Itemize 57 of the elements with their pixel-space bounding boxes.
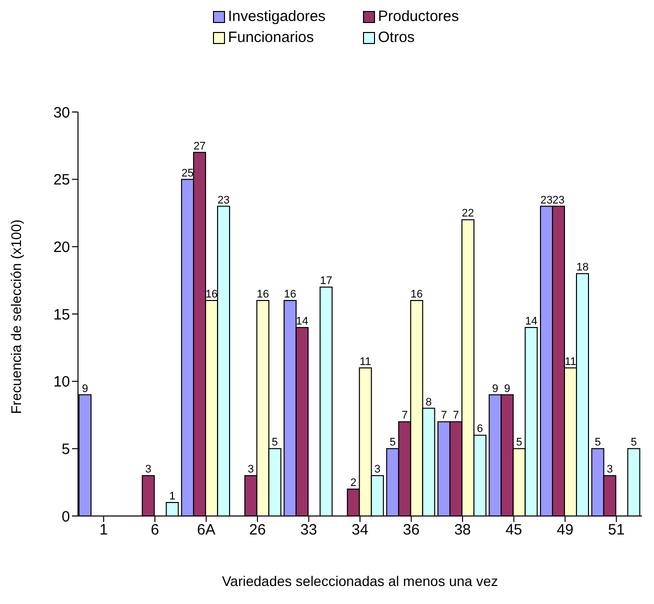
data-label: 23	[540, 194, 553, 206]
x-tick-label: 36	[402, 522, 420, 539]
data-label: 8	[426, 396, 432, 408]
data-label: 7	[440, 410, 447, 422]
data-label: 7	[452, 410, 459, 422]
legend-label: Funcionarios	[228, 29, 314, 46]
x-tick-label: 6A	[197, 522, 216, 539]
legend-label: Investigadores	[228, 8, 326, 25]
data-label: 22	[462, 208, 474, 220]
data-label: 11	[564, 356, 576, 368]
data-label: 9	[492, 382, 498, 395]
data-label: 9	[504, 382, 510, 395]
legend-label: Otros	[378, 29, 415, 46]
data-label: 1	[169, 490, 176, 503]
data-label: 16	[256, 288, 269, 301]
data-label: 9	[82, 382, 88, 395]
data-label: 7	[402, 410, 408, 422]
data-label: 5	[630, 436, 637, 449]
data-label: 16	[410, 288, 423, 301]
legend-label: Productores	[378, 8, 459, 25]
data-label: 6	[476, 423, 483, 436]
data-label: 5	[516, 436, 522, 449]
y-tick-label: 10	[53, 374, 70, 391]
data-label: 5	[272, 436, 278, 449]
data-label: 14	[296, 315, 308, 328]
x-tick-label: 26	[249, 522, 266, 539]
x-tick-label: 38	[454, 522, 471, 539]
data-label: 3	[374, 464, 380, 476]
data-label: 18	[576, 262, 589, 274]
data-label: 5	[594, 436, 601, 449]
data-label: 2	[350, 477, 356, 490]
x-tick-label: 1	[99, 522, 108, 539]
y-tick-label: 15	[53, 306, 70, 324]
data-label: 23	[552, 194, 565, 206]
data-label: 5	[390, 436, 396, 449]
y-tick-label: 20	[53, 238, 70, 256]
y-tick-label: 25	[53, 172, 70, 189]
x-tick-label: 45	[505, 522, 522, 539]
data-label: 3	[606, 464, 613, 476]
x-tick-label: 34	[352, 522, 368, 539]
data-label: 23	[217, 194, 230, 206]
data-label: 14	[525, 315, 538, 328]
y-tick-label: 5	[62, 440, 70, 458]
data-label: 16	[284, 288, 296, 301]
x-axis-title: Variedades seleccionadas al menos una vez	[222, 573, 498, 589]
x-tick-label: 6	[150, 522, 160, 539]
data-label: 17	[320, 275, 332, 288]
y-tick-label: 30	[53, 104, 70, 122]
y-axis-title: Frecuencia de selección (x100)	[8, 219, 24, 414]
data-label: 11	[360, 356, 372, 368]
data-label: 3	[145, 464, 152, 476]
x-tick-label: 49	[556, 522, 574, 539]
x-tick-label: 33	[300, 522, 318, 539]
data-label: 3	[248, 464, 254, 476]
x-tick-label: 51	[608, 522, 625, 539]
data-label: 27	[193, 140, 206, 152]
y-tick-label: 0	[62, 508, 70, 526]
